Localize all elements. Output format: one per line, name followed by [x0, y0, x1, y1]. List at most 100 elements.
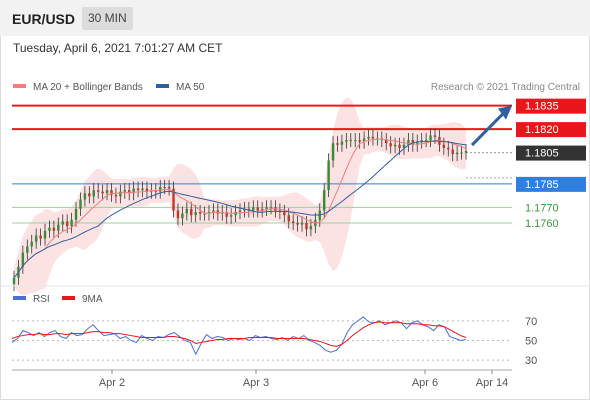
candle-body: [283, 212, 286, 216]
candle-body: [442, 144, 446, 148]
candle: [296, 215, 299, 232]
rsi-9ma-line: [11, 321, 467, 347]
candle: [385, 133, 388, 151]
candle-body: [447, 147, 450, 150]
candle-body: [145, 188, 149, 192]
candle-body: [229, 215, 233, 217]
legend-label: 9MA: [82, 294, 103, 305]
candle: [30, 234, 33, 254]
candle: [185, 201, 189, 221]
legend-swatch-ma50: [156, 84, 169, 88]
pivot-label-box: [516, 176, 586, 192]
candle: [92, 183, 95, 204]
candle: [39, 228, 42, 246]
legend-label: MA 50: [176, 82, 205, 93]
resistance-label-box: [516, 122, 586, 138]
candle: [455, 145, 459, 162]
candle-body: [398, 144, 401, 148]
candle-body: [190, 208, 193, 216]
candle-body: [12, 277, 16, 284]
x-tick-label: Apr 14: [476, 377, 508, 389]
candle: [141, 181, 144, 198]
candle: [74, 201, 78, 227]
candle: [424, 133, 428, 148]
candle-body: [424, 140, 428, 142]
candle-body: [340, 141, 344, 145]
candle-body: [225, 212, 228, 217]
candle-body: [269, 207, 273, 209]
candle: [362, 131, 366, 149]
candle: [238, 203, 242, 220]
legend-label: RSI: [33, 294, 50, 305]
candle-body: [287, 215, 290, 222]
candle: [194, 204, 197, 223]
support-label: 1.1770: [525, 202, 559, 214]
candle-body: [309, 226, 313, 230]
candle-body: [34, 235, 38, 242]
last-label-box: [516, 145, 586, 161]
candle: [176, 203, 180, 226]
ma20-line: [13, 138, 467, 279]
candle: [136, 181, 140, 198]
candle: [260, 201, 264, 218]
candle-body: [88, 193, 91, 197]
candle-body: [79, 199, 82, 209]
candle-body: [429, 135, 432, 141]
candle: [123, 183, 126, 199]
candle-body: [101, 191, 104, 194]
candle: [101, 184, 104, 201]
credit-text: Research © 2021 Trading Central: [431, 82, 580, 93]
candle-body: [181, 213, 184, 219]
candle: [132, 181, 135, 201]
candle: [105, 183, 109, 201]
candle: [34, 228, 38, 249]
candle-body: [52, 227, 56, 231]
candle: [336, 136, 339, 152]
candle: [416, 134, 419, 152]
candle-body: [61, 221, 64, 225]
candle-body: [345, 140, 348, 142]
candle-body: [176, 210, 180, 219]
candle-body: [420, 140, 423, 142]
forecast-arrow-shaft: [470, 111, 506, 147]
candle-body: [464, 151, 468, 153]
candle-body: [70, 219, 73, 227]
resistance-label: 1.1835: [525, 101, 559, 113]
candle: [119, 184, 122, 204]
candle-body: [305, 222, 308, 230]
candle: [225, 204, 228, 224]
candle-body: [354, 140, 357, 142]
candle: [354, 133, 357, 148]
candle-body: [128, 190, 131, 194]
candle-body: [74, 208, 78, 220]
candle: [265, 200, 268, 216]
candle-body: [385, 140, 388, 144]
candle: [322, 183, 326, 218]
candle: [451, 142, 454, 162]
candle-body: [141, 188, 144, 191]
candle-body: [252, 207, 255, 211]
candle-body: [105, 190, 109, 194]
candle: [291, 214, 295, 231]
candle-body: [407, 140, 410, 145]
candle-body: [371, 136, 375, 139]
candle: [12, 270, 16, 292]
candle: [460, 145, 463, 160]
candle: [229, 208, 233, 224]
support-label: 1.1760: [525, 218, 559, 230]
candle-body: [433, 135, 437, 137]
x-tick-label: Apr 2: [99, 377, 125, 389]
timeframe-button[interactable]: 30 MIN: [82, 7, 133, 30]
candle-body: [265, 207, 268, 209]
candle: [145, 181, 149, 199]
candle-body: [416, 141, 419, 145]
candle-body: [367, 136, 370, 139]
candle: [128, 183, 131, 201]
candle: [26, 239, 29, 260]
candle: [212, 203, 215, 220]
candle-body: [362, 138, 366, 142]
candle-body: [39, 235, 42, 239]
candle-body: [291, 221, 295, 223]
candle-body: [296, 222, 299, 225]
candle-body: [21, 252, 25, 267]
